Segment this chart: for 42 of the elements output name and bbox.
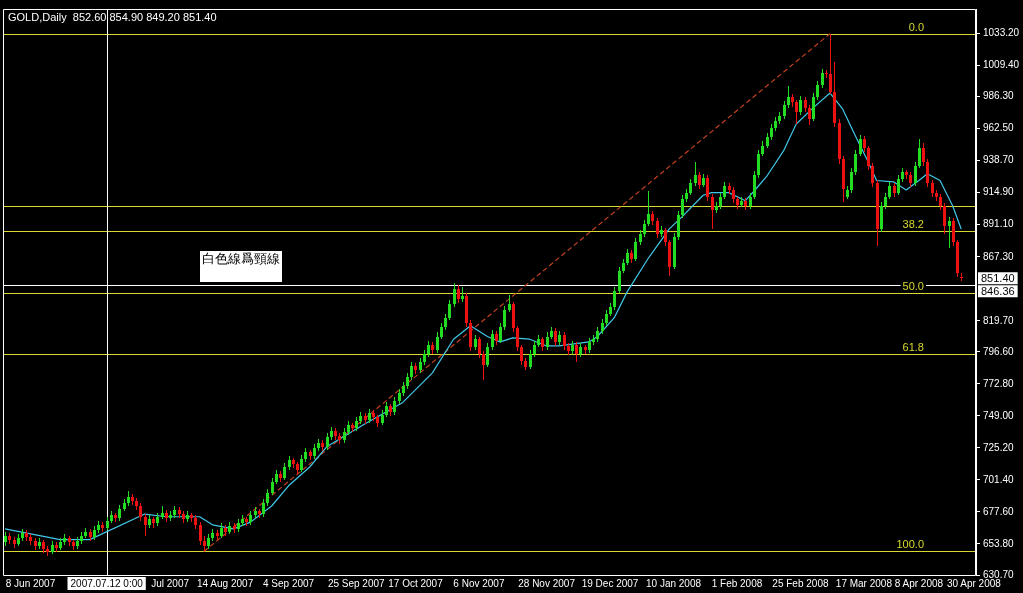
x-tick-label: 14 Aug 2007 (197, 577, 254, 589)
y-tick-label: 772.80 (983, 377, 1015, 389)
annotation: 100.0 (896, 537, 924, 550)
x-tick-label: 10 Jan 2008 (645, 577, 702, 589)
x-tick-label: 17 Oct 2007 (388, 577, 444, 589)
y-tick-label: 867.30 (983, 250, 1015, 262)
x-tick-label: 4 Sep 2007 (262, 577, 315, 589)
x-tick-label: 25 Sep 2007 (327, 577, 386, 589)
x-tick-label: 19 Dec 2007 (581, 577, 639, 589)
chart-title: GOLD,Daily 852.60 854.90 849.20 851.40 (8, 11, 217, 24)
x-tick-label: 30 Apr 2008 (946, 577, 1002, 589)
annotation: 38.2 (902, 217, 924, 230)
x-tick-label: 28 Nov 2007 (518, 577, 576, 589)
y-tick-label: 891.10 (983, 218, 1015, 230)
y-tick-label: 653.80 (983, 537, 1015, 549)
y-tick-label: 914.90 (983, 186, 1015, 198)
y-tick-label: 677.60 (983, 505, 1015, 517)
y-tick-label: 701.40 (983, 473, 1015, 485)
ref-line-label: 846.36 (981, 284, 1015, 297)
x-tick-label: Jul 2007 (151, 577, 190, 589)
y-tick-label: 1009.40 (983, 59, 1020, 71)
x-tick-label: 8 Apr 2008 (894, 577, 944, 589)
y-tick-label: 986.30 (983, 90, 1015, 102)
y-tick-label: 819.70 (983, 314, 1015, 326)
y-tick-label: 1033.20 (983, 27, 1020, 39)
x-tick-label: 1 Feb 2008 (711, 577, 763, 589)
x-tick-label: 2007.07.12 0:00 (70, 577, 144, 589)
y-tick-label: 938.70 (983, 154, 1015, 166)
y-tick-label: 749.00 (983, 409, 1015, 421)
y-tick-label: 796.60 (983, 345, 1015, 357)
annotation: 851.40 (981, 271, 1015, 284)
y-tick-label: 630.70 (983, 568, 1015, 580)
annotation: 0.0 (908, 20, 924, 33)
x-tick-label: 17 Mar 2008 (835, 577, 893, 589)
x-tick-label: 8 Jun 2007 (5, 577, 56, 589)
y-tick-label: 962.50 (983, 122, 1015, 134)
y-tick-label: 725.20 (983, 441, 1015, 453)
x-tick-label: 25 Feb 2008 (772, 577, 829, 589)
annotation: 50.0 (902, 279, 924, 292)
annotation: 61.8 (902, 340, 924, 353)
x-tick-label: 6 Nov 2007 (453, 577, 505, 589)
annotation: 白色線爲頸線 (202, 251, 280, 267)
